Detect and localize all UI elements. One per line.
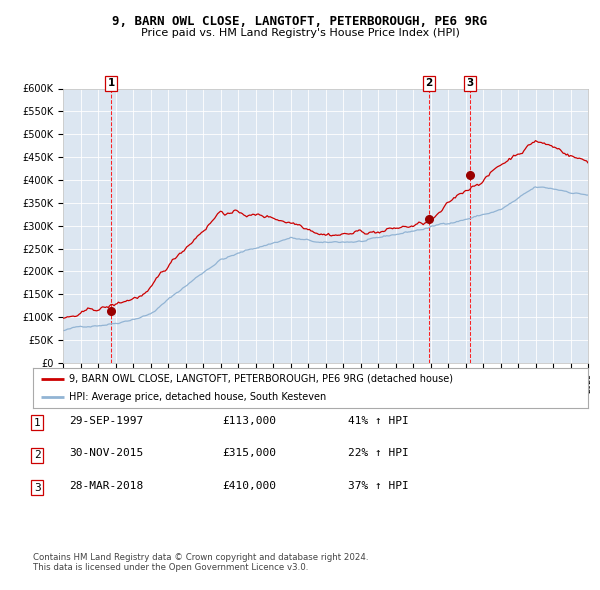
Text: £315,000: £315,000 [222,448,276,458]
Text: 29-SEP-1997: 29-SEP-1997 [69,416,143,426]
Text: 30-NOV-2015: 30-NOV-2015 [69,448,143,458]
Text: £113,000: £113,000 [222,416,276,426]
Text: 3: 3 [34,483,41,493]
Text: 2: 2 [34,450,41,460]
Text: 22% ↑ HPI: 22% ↑ HPI [348,448,409,458]
Text: 9, BARN OWL CLOSE, LANGTOFT, PETERBOROUGH, PE6 9RG: 9, BARN OWL CLOSE, LANGTOFT, PETERBOROUG… [113,15,487,28]
Text: 41% ↑ HPI: 41% ↑ HPI [348,416,409,426]
Text: £410,000: £410,000 [222,481,276,491]
Text: Contains HM Land Registry data © Crown copyright and database right 2024.: Contains HM Land Registry data © Crown c… [33,553,368,562]
Text: 3: 3 [466,78,473,88]
Text: 9, BARN OWL CLOSE, LANGTOFT, PETERBOROUGH, PE6 9RG (detached house): 9, BARN OWL CLOSE, LANGTOFT, PETERBOROUG… [69,374,453,384]
Text: 37% ↑ HPI: 37% ↑ HPI [348,481,409,491]
Text: This data is licensed under the Open Government Licence v3.0.: This data is licensed under the Open Gov… [33,563,308,572]
Text: HPI: Average price, detached house, South Kesteven: HPI: Average price, detached house, Sout… [69,392,326,402]
Text: 2: 2 [425,78,433,88]
Text: 1: 1 [34,418,41,428]
Text: 28-MAR-2018: 28-MAR-2018 [69,481,143,491]
Text: Price paid vs. HM Land Registry's House Price Index (HPI): Price paid vs. HM Land Registry's House … [140,28,460,38]
Text: 1: 1 [107,78,115,88]
